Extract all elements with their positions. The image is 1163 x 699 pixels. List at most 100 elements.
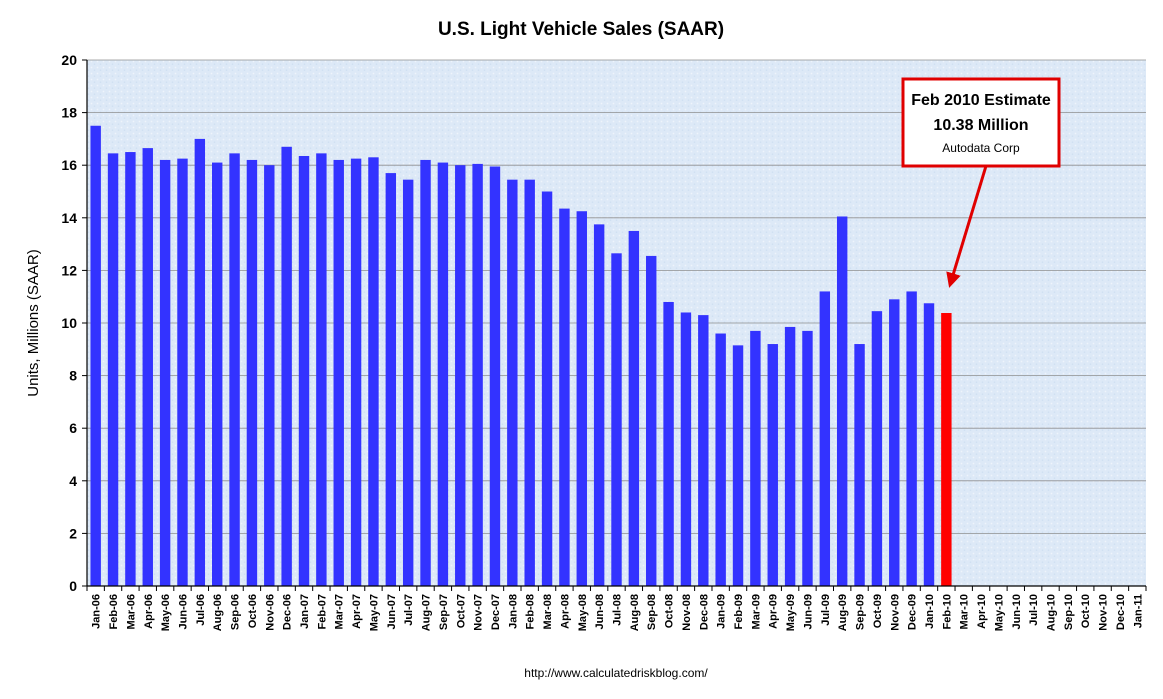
y-tick-label: 2 xyxy=(69,525,77,541)
bar xyxy=(628,230,640,586)
bar xyxy=(767,344,778,586)
y-tick-label: 6 xyxy=(69,420,77,436)
y-tick-label: 18 xyxy=(61,105,77,121)
x-tick-label: Mar-09 xyxy=(750,594,762,629)
x-tick-label: Jun-10 xyxy=(1011,594,1023,629)
callout-source: Autodata Corp xyxy=(942,141,1020,155)
bar xyxy=(125,152,136,587)
x-tick-label: Feb-08 xyxy=(525,594,537,629)
x-tick-label: Oct-06 xyxy=(247,594,259,628)
x-tick-label: Sep-09 xyxy=(855,594,867,630)
bar xyxy=(923,303,935,586)
x-tick-labels: Jan-06 Feb-06 Mar-06 Apr-06 May-06 Jun-06 Jul-… xyxy=(86,586,1147,631)
callout-arrow xyxy=(946,165,988,288)
bar xyxy=(836,216,848,587)
bar xyxy=(871,311,883,586)
bar xyxy=(854,344,865,586)
x-tick-label: Nov-10 xyxy=(1098,594,1110,631)
bar xyxy=(107,153,119,587)
y-tick-label: 12 xyxy=(61,262,77,278)
x-tick-label: Jan-10 xyxy=(924,594,936,629)
x-tick-label: Jun-07 xyxy=(386,594,398,629)
x-tick-label: Jul-06 xyxy=(195,594,207,626)
bar xyxy=(298,155,310,586)
bar xyxy=(246,159,258,586)
x-tick-label: Jul-07 xyxy=(403,594,415,626)
x-tick-label: Oct-08 xyxy=(664,594,676,628)
bar xyxy=(159,159,171,586)
bar xyxy=(698,315,709,586)
bar xyxy=(663,301,674,586)
x-tick-label: Sep-08 xyxy=(646,594,658,630)
x-tick-label: Dec-07 xyxy=(490,594,502,630)
callout-value: 10.38 Million xyxy=(933,117,1028,134)
y-tick-labels: 0 2 4 6 8 10 12 14 16 18 20 xyxy=(61,52,87,594)
bar xyxy=(819,291,831,586)
callout-title: Feb 2010 Estimate xyxy=(911,92,1051,109)
bar xyxy=(229,153,240,587)
y-axis-label: Units, Millions (SAAR) xyxy=(25,249,42,397)
x-tick-label: Aug-08 xyxy=(629,594,641,631)
y-tick-label: 8 xyxy=(69,368,77,384)
bar-highlight xyxy=(941,313,952,586)
x-tick-label: Jun-08 xyxy=(594,594,606,629)
x-tick-label: Jun-09 xyxy=(802,594,814,629)
x-tick-label: Jan-11 xyxy=(1132,594,1144,628)
x-tick-label: Jul-09 xyxy=(820,594,832,626)
bar xyxy=(889,299,900,586)
bar xyxy=(541,191,553,586)
x-tick-label: Sep-07 xyxy=(438,594,450,630)
bar xyxy=(576,211,587,586)
bar xyxy=(368,157,379,586)
bar xyxy=(194,138,206,586)
bar xyxy=(437,162,449,586)
x-tick-label: Feb-07 xyxy=(316,594,328,629)
x-tick-label: Dec-10 xyxy=(1115,594,1127,630)
source-url: http://www.calculatedriskblog.com/ xyxy=(524,666,708,680)
x-tick-label: Mar-07 xyxy=(334,594,346,629)
x-tick-label: Jul-10 xyxy=(1028,594,1040,626)
x-tick-label: May-08 xyxy=(577,594,589,631)
x-tick-label: Apr-09 xyxy=(768,594,780,629)
x-tick-label: Jan-08 xyxy=(507,594,519,629)
x-tick-label: Jul-08 xyxy=(612,594,624,626)
bar xyxy=(559,208,570,586)
x-tick-label: Feb-06 xyxy=(108,594,120,629)
y-tick-label: 20 xyxy=(61,52,77,68)
bar xyxy=(646,255,657,586)
x-tick-label: Nov-07 xyxy=(473,594,485,631)
bar xyxy=(732,345,744,586)
x-tick-label: Dec-06 xyxy=(282,594,294,630)
x-tick-label: Dec-09 xyxy=(907,594,919,630)
y-tick-label: 14 xyxy=(61,210,77,226)
x-tick-label: Mar-06 xyxy=(125,594,137,629)
x-tick-label: Sep-06 xyxy=(230,594,242,630)
bar xyxy=(489,166,501,586)
bar xyxy=(211,162,223,586)
bar xyxy=(507,179,518,587)
bar xyxy=(281,146,292,587)
x-tick-label: Apr-06 xyxy=(143,594,155,629)
bar xyxy=(264,165,275,586)
bar xyxy=(593,224,605,586)
bar xyxy=(455,165,466,586)
callout-box xyxy=(901,77,1061,168)
x-tick-label: Sep-10 xyxy=(1063,594,1075,630)
x-tick-label: Jan-07 xyxy=(299,594,311,629)
x-tick-label: Nov-08 xyxy=(681,594,693,631)
x-tick-label: Aug-10 xyxy=(1046,594,1058,631)
x-tick-label: Nov-09 xyxy=(889,594,901,631)
chart-title: U.S. Light Vehicle Sales (SAAR) xyxy=(438,19,724,40)
y-tick-label: 4 xyxy=(69,473,77,489)
bar xyxy=(316,153,327,587)
bar xyxy=(524,179,535,587)
bar xyxy=(680,312,692,586)
x-tick-label: Mar-10 xyxy=(959,594,971,629)
bar xyxy=(402,179,414,587)
bar xyxy=(420,159,431,586)
bar xyxy=(333,159,344,586)
y-tick-label: 10 xyxy=(61,315,77,331)
bar xyxy=(802,330,813,586)
